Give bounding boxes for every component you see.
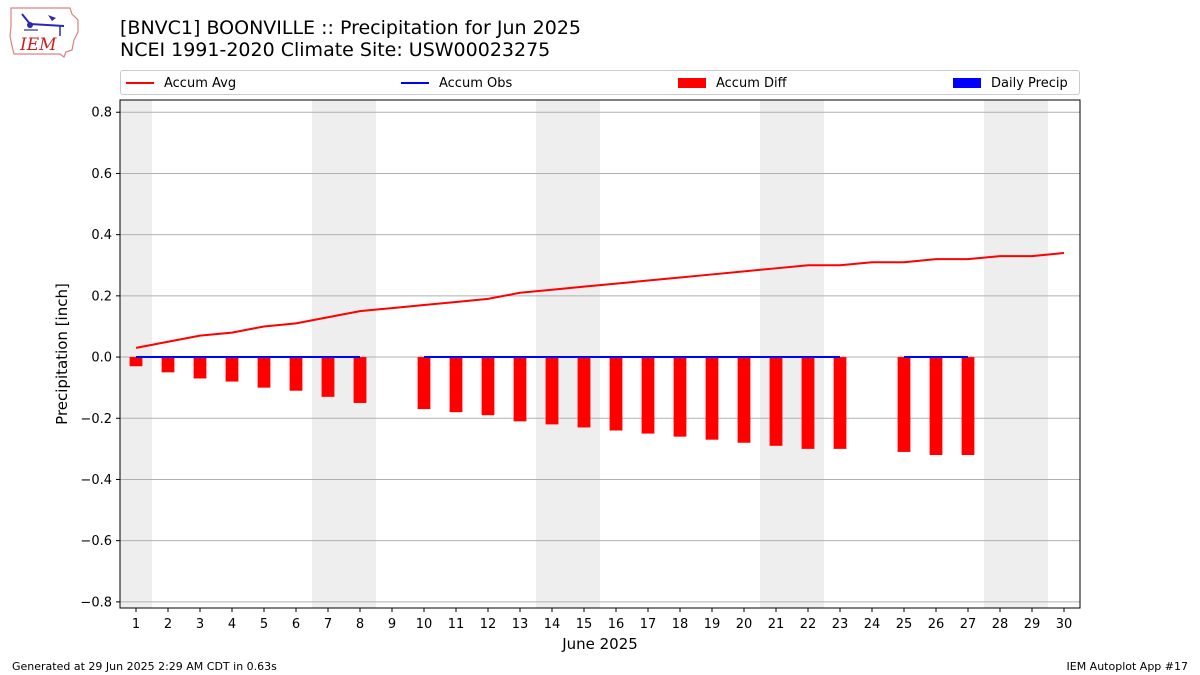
accum-diff-bar [161, 357, 175, 373]
accum-diff-bar [289, 357, 303, 391]
plot-frame [119, 99, 1081, 609]
x-tick-label: 11 [448, 617, 465, 632]
accum-diff-bar [705, 357, 719, 440]
legend-item-accum-avg: Accum Avg [126, 74, 236, 92]
weekend-shade [984, 100, 1048, 608]
accum-diff-bars [129, 357, 975, 455]
y-tick-label: −0.4 [80, 473, 112, 488]
x-tick-label: 30 [1056, 617, 1073, 632]
accum-diff-bar [961, 357, 975, 455]
y-tick-label: 0.8 [91, 106, 112, 121]
x-tick-label: 29 [1024, 617, 1041, 632]
y-tick-label: 0.0 [91, 351, 112, 366]
x-tick-label: 20 [736, 617, 753, 632]
x-tick-label: 28 [992, 617, 1009, 632]
x-axis-label: June 2025 [561, 635, 638, 653]
x-tick-label: 12 [480, 617, 497, 632]
accum-obs-swatch [401, 82, 429, 84]
accum-diff-bar [481, 357, 495, 416]
legend-label-accum-obs: Accum Obs [439, 75, 513, 91]
y-axis-label: Precipitation [inch] [53, 283, 71, 425]
accum-diff-bar [513, 357, 527, 422]
x-tick-label: 9 [388, 617, 396, 632]
accum-diff-bar [449, 357, 463, 413]
accum-diff-bar [673, 357, 687, 437]
x-tick-label: 24 [864, 617, 881, 632]
x-tick-label: 6 [292, 617, 300, 632]
accum-diff-bar [193, 357, 207, 379]
accum-diff-bar [929, 357, 943, 455]
accum-diff-bar [897, 357, 911, 452]
iem-logo: IEM [9, 7, 79, 58]
y-tick-label: 0.2 [91, 289, 112, 304]
legend-item-daily-precip: Daily Precip [953, 74, 1068, 92]
x-tick-label: 4 [228, 617, 236, 632]
accum-diff-bar [833, 357, 847, 449]
series-lines [135, 252, 1065, 359]
weekend-shade [120, 100, 152, 608]
x-tick-label: 14 [544, 617, 561, 632]
chart-title: [BNVC1] BOONVILLE :: Precipitation for J… [120, 17, 581, 39]
x-tick-label: 16 [608, 617, 625, 632]
logo-text: IEM [19, 35, 57, 55]
x-tick-label: 1 [132, 617, 140, 632]
accum-diff-bar [129, 357, 143, 367]
weekend-shading [120, 100, 1048, 608]
x-tick-label: 21 [768, 617, 785, 632]
footer-app: IEM Autoplot App #17 [1066, 660, 1189, 673]
x-tick-label: 22 [800, 617, 817, 632]
accum-diff-bar [225, 357, 239, 382]
y-tick-label: −0.6 [80, 534, 112, 549]
accum-diff-bar [737, 357, 751, 443]
x-tick-label: 26 [928, 617, 945, 632]
y-tick-label: −0.2 [80, 412, 112, 427]
y-axis: −0.8 −0.6 −0.4 −0.2 0.0 0.2 0.4 0.6 0.8 [80, 106, 120, 610]
x-tick-label: 10 [416, 617, 433, 632]
daily-precip-swatch [953, 78, 981, 88]
grid-lines [120, 111, 1080, 603]
x-tick-label: 7 [324, 617, 332, 632]
accum-diff-bar [609, 357, 623, 431]
accum-diff-bar [321, 357, 335, 397]
x-tick-label: 17 [640, 617, 657, 632]
legend-item-accum-obs: Accum Obs [401, 74, 512, 92]
accum-diff-bar [641, 357, 655, 434]
accum-diff-bar [417, 357, 431, 410]
x-tick-label: 8 [356, 617, 364, 632]
accum-diff-swatch [678, 78, 706, 88]
legend-item-accum-diff: Accum Diff [678, 74, 787, 92]
y-tick-label: −0.8 [80, 595, 112, 610]
weekend-shade [312, 100, 376, 608]
x-axis: 1 2 3 4 5 6 7 8 9 10 11 12 13 14 15 16 17 18 19 20 21 22 23 24 2… [132, 608, 1072, 632]
legend-label-accum-avg: Accum Avg [164, 75, 237, 91]
x-tick-label: 2 [164, 617, 172, 632]
accum-diff-bar [353, 357, 367, 403]
footer-generated: Generated at 29 Jun 2025 2:29 AM CDT in … [12, 660, 277, 673]
x-tick-label: 25 [896, 617, 913, 632]
accum-diff-bar [769, 357, 783, 446]
x-tick-label: 13 [512, 617, 529, 632]
legend-label-daily-precip: Daily Precip [991, 75, 1068, 91]
accum-avg-swatch [126, 82, 154, 84]
accum-diff-bar [577, 357, 591, 428]
x-tick-label: 3 [196, 617, 204, 632]
accum-diff-bar [545, 357, 559, 425]
x-tick-label: 18 [672, 617, 689, 632]
chart-subtitle: NCEI 1991-2020 Climate Site: USW00023275 [120, 39, 551, 61]
x-tick-label: 27 [960, 617, 977, 632]
y-tick-label: 0.6 [91, 167, 112, 182]
legend-label-accum-diff: Accum Diff [716, 75, 787, 91]
chart-legend: Accum Avg Accum Obs Accum Diff Daily Pre… [120, 70, 1080, 95]
x-tick-label: 5 [260, 617, 268, 632]
y-tick-label: 0.4 [91, 228, 112, 243]
x-tick-label: 23 [832, 617, 849, 632]
x-tick-label: 19 [704, 617, 721, 632]
x-tick-label: 15 [576, 617, 593, 632]
weekend-shade [760, 100, 824, 608]
weekend-shade [536, 100, 600, 608]
accum-diff-bar [257, 357, 271, 388]
accum-diff-bar [801, 357, 815, 449]
accum-avg-line [135, 252, 1065, 349]
